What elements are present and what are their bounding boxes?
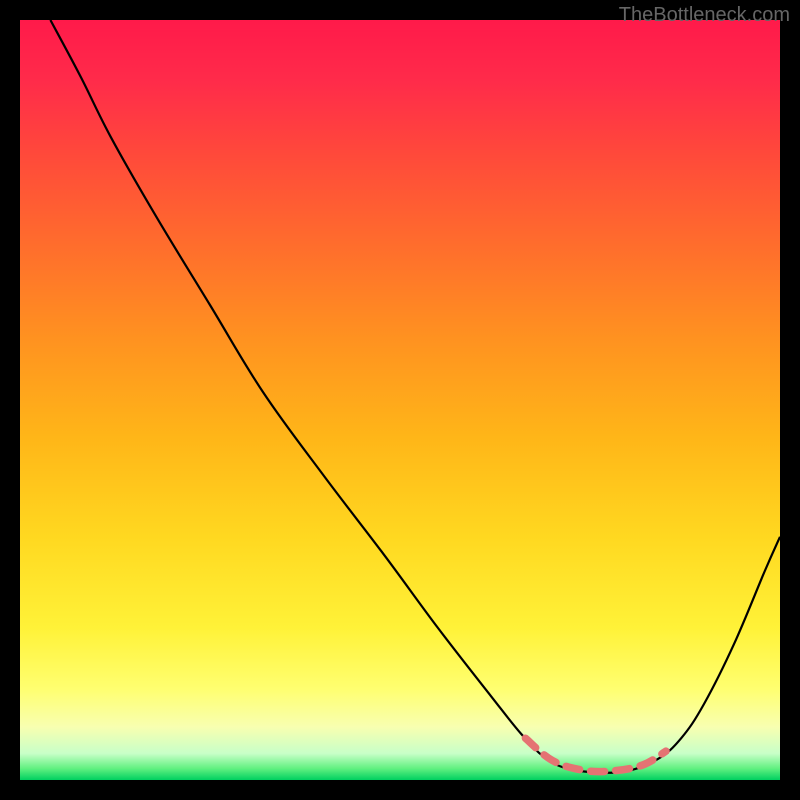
curve-layer xyxy=(20,20,780,780)
optimal-range-highlight xyxy=(525,738,666,771)
plot-area xyxy=(20,20,780,780)
bottleneck-curve xyxy=(50,20,780,773)
watermark-text: TheBottleneck.com xyxy=(619,4,790,27)
